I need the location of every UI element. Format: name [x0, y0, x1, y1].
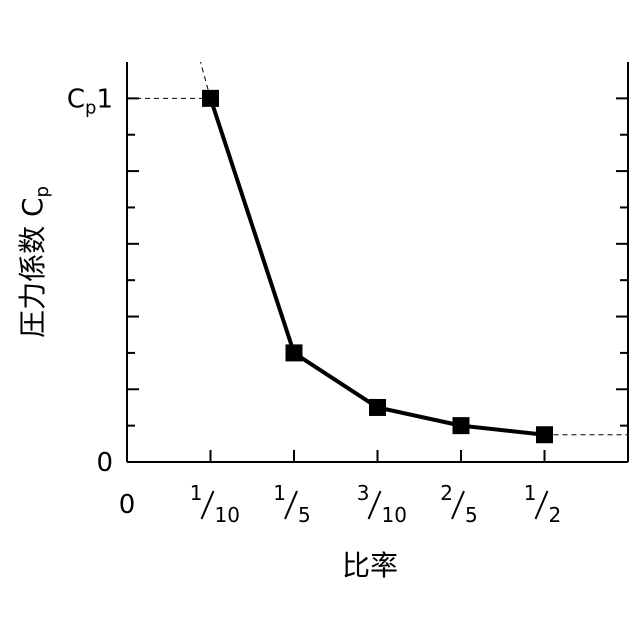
x-tick-label-denominator: 2: [549, 503, 562, 527]
x-tick-label-numerator: 3: [357, 481, 370, 505]
x-tick-label-denominator: 10: [382, 503, 407, 527]
x-tick-label-slash: [536, 491, 548, 519]
data-point-marker: [369, 399, 386, 416]
data-series: [202, 90, 553, 443]
data-point-marker: [453, 417, 470, 434]
x-tick-label-fraction: 12: [524, 481, 561, 527]
y-tick-label-value: 1: [96, 84, 113, 114]
x-tick-label-slash: [452, 491, 464, 519]
x-tick-label-numerator: 1: [190, 481, 203, 505]
y-axis-title-subscript: p: [32, 186, 53, 197]
reference-lines: [127, 62, 628, 435]
svg-text:圧力係数 Cp: 圧力係数 Cp: [16, 186, 53, 338]
x-axis-title: 比率: [342, 549, 398, 582]
x-tick-label-fraction: 1 10: [190, 481, 240, 527]
x-tick-label-denominator: 10: [215, 503, 240, 527]
data-point-marker: [202, 90, 219, 107]
x-tick-label-slash: [285, 491, 297, 519]
tick-labels: 00Cp1110153102512: [67, 84, 561, 527]
y-tick-label-prefix: C: [67, 84, 85, 114]
x-tick-label-fraction: 15: [273, 481, 310, 527]
x-tick-label-denominator: 5: [465, 503, 478, 527]
y-tick-label: 0: [96, 448, 113, 478]
x-tick-label-fraction: 25: [440, 481, 477, 527]
y-tick-label-subscript: p: [85, 97, 96, 118]
x-tick-label-slash: [202, 491, 214, 519]
y-axis-title: 圧力係数 Cp: [16, 186, 53, 338]
x-tick-label-numerator: 1: [273, 481, 286, 505]
x-tick-label-numerator: 1: [524, 481, 537, 505]
y-axis-title-main: 圧力係数 C: [16, 197, 49, 337]
x-tick-label-slash: [369, 491, 381, 519]
y-tick-label: Cp1: [67, 84, 113, 118]
x-tick-label-denominator: 5: [298, 503, 311, 527]
series-line: [211, 98, 545, 434]
x-tick-label-numerator: 2: [440, 481, 453, 505]
data-point-marker: [536, 426, 553, 443]
x-tick-label-origin: 0: [119, 490, 136, 520]
x-tick-label-fraction: 3 10: [357, 481, 407, 527]
data-point-marker: [286, 344, 303, 361]
